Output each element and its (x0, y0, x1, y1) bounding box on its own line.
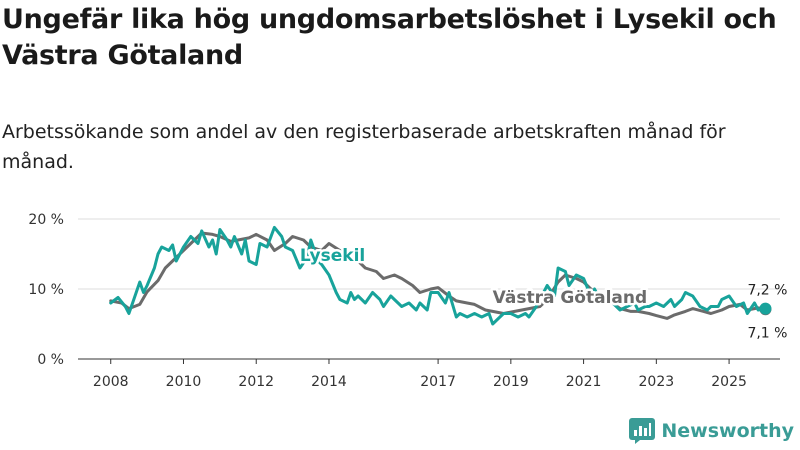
line-chart: 0 % 10 % 20 % 2008 2010 2012 2014 2017 2019 2021… (28, 212, 787, 390)
x-tick-label: 2021 (566, 374, 602, 390)
x-tick-label: 2012 (238, 374, 274, 390)
series-label: Västra Götaland (493, 288, 648, 308)
series-label: Lysekil (300, 246, 365, 266)
series-endpoint-lysekil (759, 302, 772, 315)
x-tick-label: 2019 (493, 374, 529, 390)
y-tick-label: 0 % (37, 352, 64, 368)
x-tick-label: 2017 (420, 374, 456, 390)
series-line-lysekil (109, 225, 767, 326)
chart-subtitle: Arbetssökande som andel av den registerb… (2, 121, 726, 173)
brand-name: Newsworthy (661, 420, 794, 442)
x-tick-label: 2014 (311, 374, 347, 390)
x-tick-label: 2025 (711, 374, 747, 390)
y-tick-label: 10 % (28, 282, 64, 298)
x-tick-label: 2023 (639, 374, 675, 390)
x-tick-label: 2010 (166, 374, 202, 390)
chart-title: Ungefär lika hög ungdomsarbetslöshet i L… (2, 4, 777, 71)
end-value-label: 7,1 % (747, 325, 787, 341)
x-tick-label: 2008 (93, 374, 129, 390)
newsworthy-logo-icon (629, 418, 656, 444)
end-value-label: 7,2 % (747, 283, 787, 299)
y-tick-label: 20 % (28, 212, 64, 228)
brand-logo[interactable]: Newsworthy (629, 418, 794, 444)
